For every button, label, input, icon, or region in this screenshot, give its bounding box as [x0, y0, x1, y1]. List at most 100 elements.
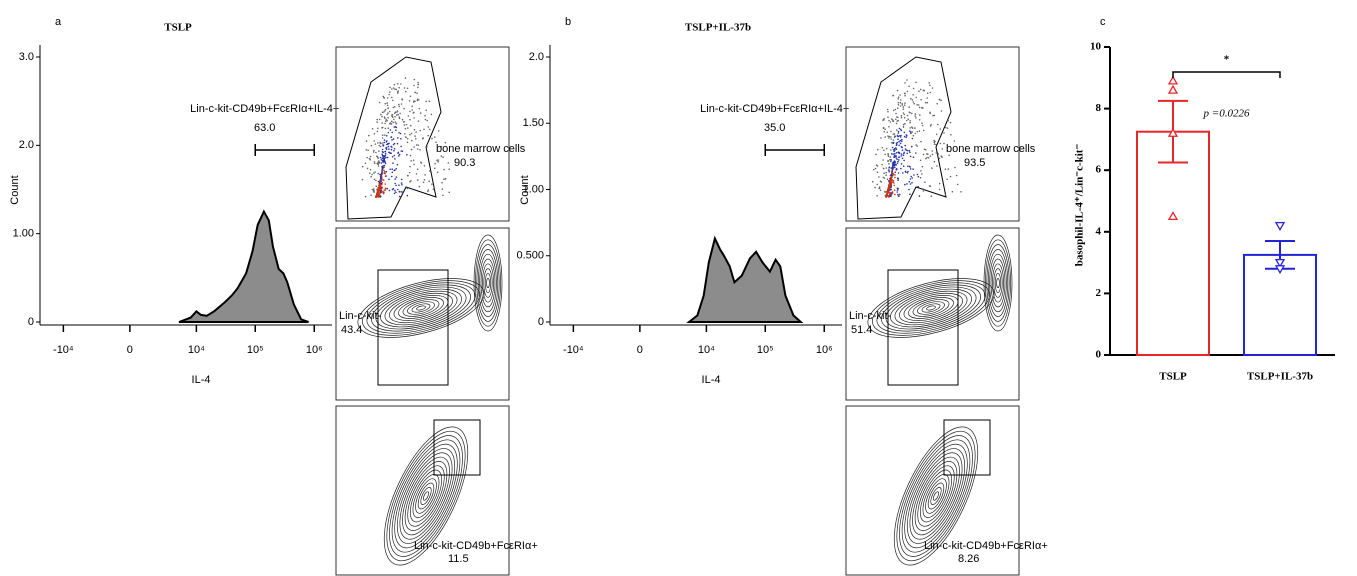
cell-dot: [914, 115, 916, 117]
cell-dot: [432, 188, 435, 190]
cell-dot: [391, 156, 394, 158]
contour-line: [476, 244, 500, 322]
contour-line: [473, 234, 503, 332]
cell-dot: [885, 174, 887, 176]
cell-dot: [387, 142, 389, 145]
contour-line: [402, 299, 440, 317]
cell-dot: [887, 194, 889, 197]
cell-dot: [898, 144, 900, 147]
cell-dot: [936, 165, 938, 167]
contour-line: [996, 277, 1000, 289]
cell-dot: [873, 168, 875, 171]
cell-dot: [392, 121, 395, 124]
cell-dot: [370, 144, 373, 147]
cell-dot: [909, 127, 911, 129]
cell-dot: [428, 100, 431, 103]
cell-dot: [375, 151, 377, 154]
inset-gate-label: Lin-c-kit-CD49b+FcεRIα+: [924, 540, 1048, 552]
cell-dot: [892, 133, 894, 135]
cell-dot: [881, 146, 884, 149]
cell-dot: [423, 128, 425, 131]
cell-dot: [943, 142, 945, 145]
cell-dot: [922, 153, 925, 156]
x-tick-label: TSLP+IL-37b: [1247, 371, 1313, 383]
cell-dot: [384, 187, 387, 190]
cell-dot: [370, 194, 372, 197]
cell-dot: [937, 153, 940, 155]
cell-dot: [894, 166, 896, 169]
cell-dot: [911, 99, 914, 101]
x-tick-label: 10⁵: [247, 344, 264, 356]
cell-dot: [876, 195, 878, 197]
cell-dot: [388, 189, 391, 192]
contour-line: [484, 273, 492, 293]
cell-dot: [904, 144, 906, 147]
inset-frame: [335, 405, 510, 576]
cell-dot: [897, 132, 900, 134]
cell-dot: [377, 165, 380, 167]
cell-dot: [902, 108, 905, 110]
cell-dot: [910, 126, 913, 128]
cell-dot: [380, 186, 382, 189]
cell-dot: [428, 128, 431, 131]
cell-dot: [878, 176, 880, 178]
cell-dot: [386, 113, 388, 116]
cell-dot: [427, 190, 429, 193]
cell-dot: [896, 89, 899, 92]
cell-dot: [397, 188, 399, 191]
cell-dot: [382, 144, 384, 146]
inset-frame: [845, 227, 1020, 401]
contour-line: [402, 456, 450, 536]
cell-dot: [879, 189, 882, 191]
cell-dot: [897, 138, 899, 140]
cell-dot: [371, 173, 373, 176]
cell-dot: [401, 118, 404, 121]
cell-dot: [909, 151, 911, 154]
cell-dot: [378, 144, 381, 147]
cell-dot: [416, 168, 419, 170]
cell-dot: [897, 116, 899, 119]
cell-dot: [401, 184, 403, 186]
cell-dot: [924, 101, 927, 104]
histogram: [686, 235, 804, 323]
cell-dot: [892, 166, 894, 168]
x-tick-label: 10⁶: [816, 344, 833, 356]
cell-dot: [909, 183, 912, 185]
cell-dot: [400, 150, 403, 152]
cell-dot: [425, 100, 428, 103]
cell-dot: [396, 110, 399, 112]
cell-dot: [931, 87, 934, 89]
cell-dot: [904, 148, 907, 150]
cell-dot: [374, 171, 376, 173]
cell-dot: [416, 99, 419, 102]
cell-dot: [377, 193, 380, 196]
cell-dot: [890, 160, 892, 162]
cell-dot: [388, 93, 391, 96]
contour-line: [876, 282, 986, 334]
x-tick-label: 0: [637, 344, 643, 356]
cell-dot: [889, 179, 891, 182]
cell-dot: [939, 128, 942, 130]
cell-dot: [389, 168, 392, 171]
cell-dot: [404, 127, 407, 130]
cell-dot: [876, 183, 878, 186]
cell-dot: [893, 165, 896, 167]
cell-dot: [903, 116, 906, 119]
cell-dot: [918, 106, 921, 109]
cell-dot: [913, 174, 915, 176]
cell-dot: [401, 98, 404, 101]
cell-dot: [908, 106, 910, 108]
cell-dot: [883, 172, 885, 175]
cell-dot: [403, 87, 406, 89]
cell-dot: [390, 120, 393, 123]
cell-dot: [889, 177, 891, 180]
cell-dot: [901, 149, 904, 151]
cell-dot: [380, 180, 383, 183]
cell-dot: [391, 113, 394, 116]
cell-dot: [419, 129, 422, 132]
cell-dot: [365, 140, 368, 142]
cell-dot: [897, 98, 899, 100]
cell-dot: [894, 152, 896, 155]
cell-dot: [406, 194, 409, 197]
cell-dot: [389, 123, 392, 125]
